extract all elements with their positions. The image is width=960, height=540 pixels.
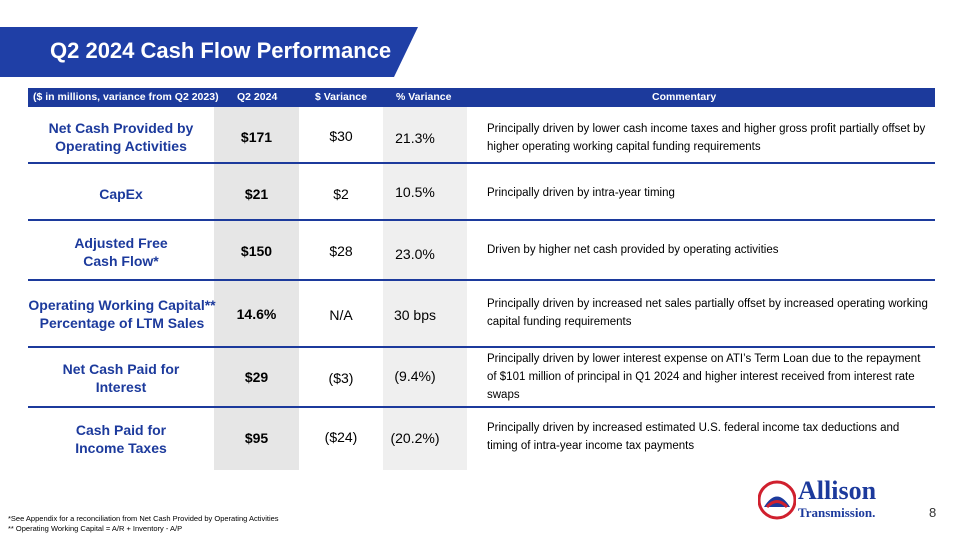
pct-variance-value: 30 bps [393, 307, 437, 323]
row-label: Operating Working Capital** Percentage o… [28, 297, 216, 331]
allison-transmission-logo: Allison Transmission. [758, 476, 918, 524]
q2-value: $171 [240, 129, 273, 145]
dollar-variance-value: ($3) [328, 370, 354, 386]
title-banner-shape [0, 27, 418, 77]
row-label: Adjusted Free Cash Flow* [74, 235, 168, 269]
title-banner [0, 27, 418, 77]
q2-value: $29 [244, 369, 269, 385]
row-separator [28, 279, 935, 281]
footnote-1: *See Appendix for a reconciliation from … [8, 514, 279, 523]
row-label: Cash Paid for Income Taxes [75, 422, 167, 456]
commentary-text: Principally driven by lower cash income … [487, 123, 926, 153]
row-label: Net Cash Paid for Interest [62, 361, 180, 395]
row-separator [28, 219, 935, 221]
logo-word-allison: Allison [798, 476, 877, 505]
page-title: Q2 2024 Cash Flow Performance [50, 38, 392, 63]
row-separator [28, 346, 935, 348]
header-q2: Q2 2024 [237, 91, 278, 103]
logo-word-transmission: Transmission. [798, 505, 876, 520]
header-units: ($ in millions, variance from Q2 2023) [33, 91, 219, 103]
q2-value: $95 [244, 430, 269, 446]
row-label: Net Cash Provided by Operating Activitie… [48, 120, 194, 154]
header-pct-variance: % Variance [396, 91, 452, 103]
commentary-text: Driven by higher net cash provided by op… [487, 244, 779, 256]
page-number: 8 [929, 505, 937, 520]
pct-variance-value: (20.2%) [390, 430, 440, 446]
pct-variance-value: 21.3% [395, 130, 435, 146]
dollar-variance-value: ($24) [324, 429, 358, 445]
q2-value: $150 [240, 243, 273, 259]
footnote-2: ** Operating Working Capital = A/R + Inv… [8, 524, 183, 533]
pct-variance-value: (9.4%) [394, 368, 436, 384]
dollar-variance-value: $2 [333, 186, 349, 202]
commentary-text: Principally driven by intra-year timing [487, 187, 675, 199]
q2-column-shade [214, 107, 299, 470]
q2-value: 14.6% [236, 306, 277, 322]
row-separator [28, 162, 935, 164]
commentary-text: Principally driven by increased estimate… [487, 422, 900, 452]
pct-variance-value: 10.5% [395, 184, 435, 200]
dollar-variance-value: $28 [329, 243, 353, 259]
row-label: CapEx [99, 186, 143, 202]
pct-variance-column-shade [383, 107, 467, 470]
header-commentary: Commentary [652, 91, 717, 103]
row-separator [28, 406, 935, 408]
header-dollar-variance: $ Variance [315, 91, 367, 103]
commentary-text: Principally driven by lower interest exp… [487, 353, 921, 401]
dollar-variance-value: $30 [329, 128, 353, 144]
dollar-variance-value: N/A [329, 307, 353, 323]
table-header: ($ in millions, variance from Q2 2023) Q… [28, 88, 935, 107]
q2-value: $21 [244, 186, 269, 202]
pct-variance-value: 23.0% [395, 246, 435, 262]
allison-emblem-icon [758, 480, 796, 520]
commentary-text: Principally driven by increased net sale… [487, 298, 928, 328]
